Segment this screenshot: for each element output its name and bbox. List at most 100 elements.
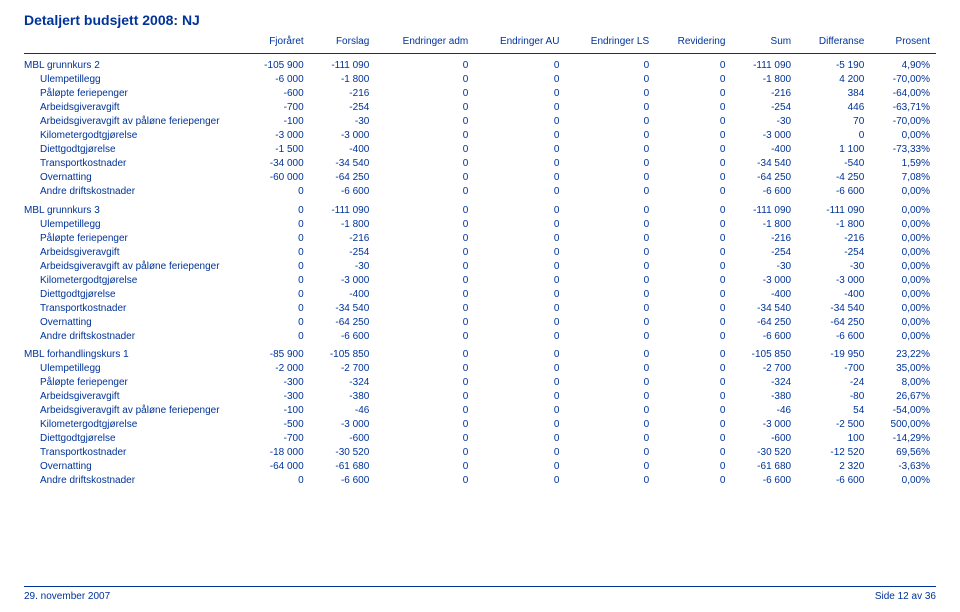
row-cell: 0 [655, 315, 731, 329]
table-row: Transportkostnader-34 000-34 5400000-34 … [24, 157, 936, 171]
row-cell: -64 250 [731, 315, 797, 329]
row-label: Ulempetillegg [24, 73, 244, 87]
row-cell: 0 [244, 259, 310, 273]
table-row: Andre driftskostnader0-6 6000000-6 600-6… [24, 474, 936, 488]
row-cell: 0 [655, 115, 731, 129]
group-cell: 0 [474, 54, 565, 73]
row-cell: -300 [244, 376, 310, 390]
row-cell: 0 [474, 287, 565, 301]
row-cell: -12 520 [797, 446, 870, 460]
row-cell: -34 540 [731, 301, 797, 315]
row-label: Arbeidsgiveravgift av påløne feriepenger [24, 115, 244, 129]
row-cell: 0 [655, 474, 731, 488]
row-cell: -64 000 [244, 460, 310, 474]
row-cell: 0 [474, 115, 565, 129]
row-cell: -3 000 [731, 418, 797, 432]
row-cell: 0 [474, 217, 565, 231]
row-cell: 0 [655, 87, 731, 101]
row-label: Arbeidsgiveravgift av påløne feriepenger [24, 259, 244, 273]
table-row: Transportkostnader0-34 5400000-34 540-34… [24, 301, 936, 315]
row-cell: -61 680 [310, 460, 376, 474]
row-cell: 0 [375, 404, 474, 418]
row-cell: 0 [474, 432, 565, 446]
row-cell: 0 [565, 362, 655, 376]
row-cell: -30 [731, 259, 797, 273]
row-cell: 0 [565, 101, 655, 115]
row-cell: 0,00% [870, 259, 936, 273]
col-6: Sum [731, 34, 797, 54]
row-cell: -6 600 [797, 329, 870, 343]
row-cell: 0 [565, 129, 655, 143]
row-cell: -254 [310, 245, 376, 259]
row-cell: 0 [565, 273, 655, 287]
row-cell: -54,00% [870, 404, 936, 418]
row-cell: -3 000 [731, 129, 797, 143]
row-cell: -254 [731, 245, 797, 259]
row-cell: 2 320 [797, 460, 870, 474]
row-cell: 0 [655, 217, 731, 231]
row-cell: 0 [655, 171, 731, 185]
row-cell: 0 [565, 87, 655, 101]
group-cell: -105 900 [244, 54, 310, 73]
row-cell: 0 [375, 115, 474, 129]
row-label: Kilometergodtgjørelse [24, 273, 244, 287]
row-cell: 0 [655, 460, 731, 474]
table-row: Diettgodtgjørelse0-4000000-400-4000,00% [24, 287, 936, 301]
row-cell: -3 000 [797, 273, 870, 287]
group-cell: 0 [655, 343, 731, 362]
row-cell: 0 [375, 101, 474, 115]
row-cell: -400 [797, 287, 870, 301]
row-cell: 0 [375, 157, 474, 171]
row-cell: -2 000 [244, 362, 310, 376]
row-cell: 0 [375, 418, 474, 432]
table-row: Arbeidsgiveravgift-300-3800000-380-8026,… [24, 390, 936, 404]
row-cell: 0 [375, 329, 474, 343]
row-cell: 0 [565, 115, 655, 129]
row-cell: -64 250 [797, 315, 870, 329]
table-row: Arbeidsgiveravgift av påløne feriepenger… [24, 259, 936, 273]
group-cell: 0 [375, 343, 474, 362]
row-label: Arbeidsgiveravgift av påløne feriepenger [24, 404, 244, 418]
row-cell: 1 100 [797, 143, 870, 157]
row-cell: 0 [375, 73, 474, 87]
row-cell: 7,08% [870, 171, 936, 185]
group-row: MBL grunnkurs 2-105 900-111 0900000-111 … [24, 54, 936, 73]
row-cell: -2 500 [797, 418, 870, 432]
row-label: Andre driftskostnader [24, 329, 244, 343]
row-cell: 0 [655, 259, 731, 273]
row-cell: -46 [310, 404, 376, 418]
row-cell: 0 [565, 157, 655, 171]
row-cell: -700 [244, 101, 310, 115]
row-cell: 0 [565, 432, 655, 446]
row-label: Arbeidsgiveravgift [24, 101, 244, 115]
row-cell: 0,00% [870, 245, 936, 259]
row-cell: -6 600 [731, 329, 797, 343]
footer-date: 29. november 2007 [24, 591, 110, 602]
row-cell: -6 600 [797, 474, 870, 488]
table-row: Diettgodtgjørelse-1 500-4000000-4001 100… [24, 143, 936, 157]
row-cell: 0 [375, 432, 474, 446]
row-cell: 0 [474, 329, 565, 343]
row-cell: -380 [731, 390, 797, 404]
table-row: Arbeidsgiveravgift-700-2540000-254446-63… [24, 101, 936, 115]
table-row: Andre driftskostnader0-6 6000000-6 600-6… [24, 329, 936, 343]
row-cell: 0 [565, 446, 655, 460]
row-cell: 0 [474, 157, 565, 171]
row-cell: -400 [731, 287, 797, 301]
row-cell: 0 [474, 474, 565, 488]
row-cell: 0 [655, 231, 731, 245]
row-cell: -3 000 [310, 273, 376, 287]
row-cell: 0 [565, 418, 655, 432]
group-cell: -111 090 [797, 199, 870, 218]
row-cell: 0 [565, 143, 655, 157]
row-cell: -30 [731, 115, 797, 129]
row-cell: -30 [310, 259, 376, 273]
group-cell: -111 090 [731, 199, 797, 218]
row-cell: 0,00% [870, 301, 936, 315]
row-cell: 0 [474, 418, 565, 432]
row-cell: -34 540 [731, 157, 797, 171]
row-label: Overnatting [24, 315, 244, 329]
row-cell: -540 [797, 157, 870, 171]
table-row: Påløpte feriepenger0-2160000-216-2160,00… [24, 231, 936, 245]
row-cell: 0 [244, 315, 310, 329]
